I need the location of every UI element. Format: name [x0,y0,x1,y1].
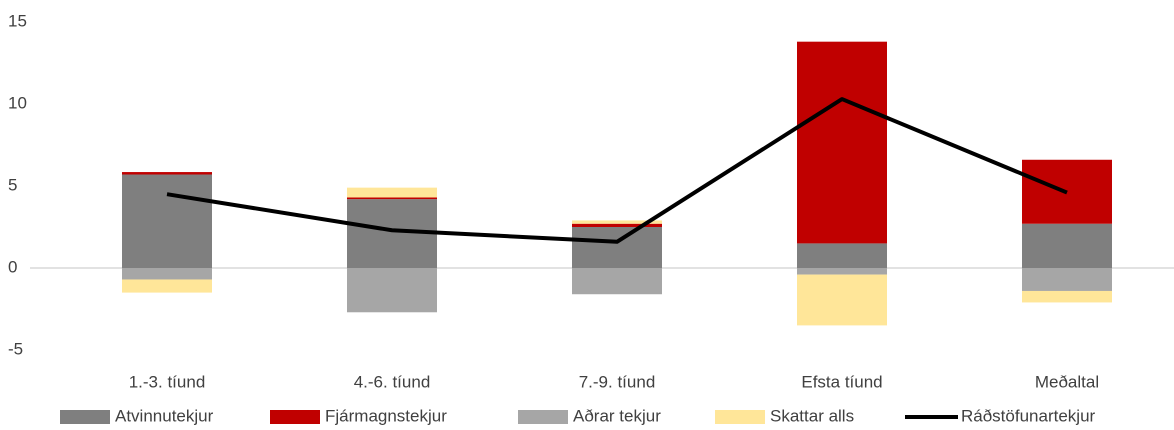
x-tick-label: Efsta tíund [801,372,882,391]
legend-swatch [715,410,765,424]
x-tick-label: 7.-9. tíund [579,372,656,391]
legend-label: Fjármagnstekjur [325,406,447,425]
bar-segment [347,268,437,313]
x-tick-label: 1.-3. tíund [129,372,206,391]
y-tick-label: 0 [8,257,17,276]
bar-segment [797,243,887,268]
bar-segment [572,227,662,268]
legend-label: Atvinnutekjur [115,406,214,425]
bar-segment [797,268,887,275]
y-tick-label: 10 [8,93,27,112]
legend-swatch [270,410,320,424]
bar-segment [122,172,212,175]
legend-swatch [60,410,110,424]
bar-segment [797,41,887,244]
bar-segment [122,174,212,268]
bar-segment [347,187,437,198]
legend-label: Skattar alls [770,406,854,425]
x-tick-label: 4.-6. tíund [354,372,431,391]
bar-segment [1022,268,1112,291]
legend-label: Ráðstöfunartekjur [961,406,1096,425]
y-tick-label: -5 [8,339,23,358]
y-tick-label: 5 [8,175,17,194]
bar-segment [347,197,437,200]
bar-segment [1022,223,1112,268]
bar-segment [572,223,662,227]
line [166,97,1068,244]
bar-segment [572,268,662,295]
bar-segment [797,274,887,326]
y-tick-label: 15 [8,11,27,30]
bar-segment [1022,290,1112,303]
bar-segment [122,268,212,280]
legend-label: Aðrar tekjur [573,406,661,425]
bar-segment [122,279,212,293]
bar-segment [572,220,662,224]
x-tick-label: Meðaltal [1035,372,1099,391]
legend-swatch [518,410,568,424]
